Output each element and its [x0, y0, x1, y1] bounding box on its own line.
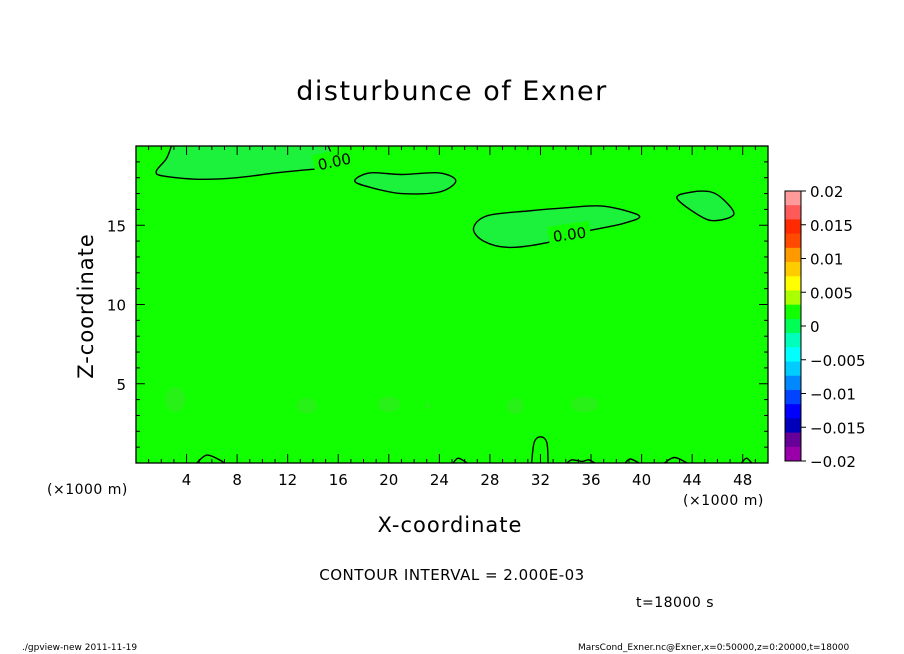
x-tick-label: 12	[278, 471, 297, 489]
y-tick-label: 5	[116, 376, 126, 394]
field-blob-1	[165, 386, 186, 413]
colorbar-swatch	[785, 304, 801, 320]
contour-line-bump-3	[530, 436, 549, 464]
field-blob-2	[296, 398, 317, 414]
x-unit-label-left: (×1000 m)	[47, 482, 128, 498]
colorbar-swatch	[785, 219, 801, 235]
field-blob-4	[425, 402, 431, 410]
field-blob-3	[377, 396, 401, 413]
colorbar-label: −0.01	[810, 386, 856, 404]
colorbar-swatch	[785, 276, 801, 291]
contour-line-bump-1	[196, 454, 225, 464]
colorbar-label: 0.005	[810, 284, 853, 302]
colorbar-swatch	[785, 290, 801, 306]
colorbar-label: −0.02	[810, 453, 856, 471]
x-tick-label: 44	[683, 471, 702, 489]
x-tick-label: 32	[531, 471, 550, 489]
contour-line-far-right	[676, 190, 735, 222]
colorbar-label: 0.015	[810, 217, 853, 235]
y-axis-label: Z-coordinate	[74, 233, 98, 379]
colorbar-swatch	[785, 432, 801, 448]
contour-label-bg-1	[311, 146, 357, 174]
colorbar-label: 0.02	[810, 183, 843, 201]
colorbar-swatch	[785, 247, 801, 263]
contour-line-top-center	[353, 171, 457, 195]
x-tick-label: 20	[379, 471, 398, 489]
chart-title: disturbunce of Exner	[296, 76, 608, 107]
colorbar-label: 0	[810, 318, 820, 336]
time-text: t=18000 s	[636, 595, 714, 611]
colorbar-label: 0.01	[810, 251, 843, 269]
colorbar-label: −0.015	[810, 419, 866, 437]
contour-interval-text: CONTOUR INTERVAL = 2.000E-03	[319, 566, 585, 584]
contour-field	[136, 146, 768, 463]
x-tick-label: 8	[232, 471, 242, 489]
colorbar-swatch	[785, 347, 801, 363]
colorbar-swatch	[785, 375, 801, 391]
y-tick-label: 10	[107, 297, 126, 315]
colorbar-label: −0.005	[810, 352, 866, 370]
colorbar-swatch	[785, 404, 801, 419]
y-tick-label: 15	[107, 217, 126, 235]
field-blob-5	[506, 398, 525, 414]
colorbar-swatch	[785, 361, 801, 377]
colorbar-swatch	[785, 233, 801, 249]
footer-left: ./gpview-new 2011-11-19	[22, 643, 138, 653]
colorbar-swatch	[785, 446, 801, 462]
contour-label-2: 0.00	[552, 224, 588, 246]
colorbar-swatch	[785, 191, 801, 206]
contour-label-bg-2	[547, 220, 592, 245]
x-tick-label: 48	[733, 471, 752, 489]
colorbar-swatch	[785, 333, 801, 348]
field-blob-6	[570, 396, 599, 413]
x-tick-label: 24	[430, 471, 449, 489]
contour-line-bump-5	[624, 458, 640, 464]
x-tick-label: 36	[581, 471, 600, 489]
colorbar-swatch	[785, 418, 801, 434]
x-tick-label: 16	[329, 471, 348, 489]
x-tick-label: 40	[632, 471, 651, 489]
colorbar-swatch	[785, 389, 801, 405]
colorbar-swatch	[785, 205, 801, 220]
colorbar-swatch	[785, 262, 801, 277]
x-tick-label: 4	[182, 471, 192, 489]
colorbar-swatch	[785, 318, 801, 334]
contour-line-bump-4	[566, 459, 596, 464]
footer-right: MarsCond_Exner.nc@Exner,x=0:50000,z=0:20…	[578, 643, 850, 653]
x-axis-label: X-coordinate	[377, 513, 523, 537]
x-unit-label-right: (×1000 m)	[683, 493, 764, 509]
x-tick-label: 28	[480, 471, 499, 489]
